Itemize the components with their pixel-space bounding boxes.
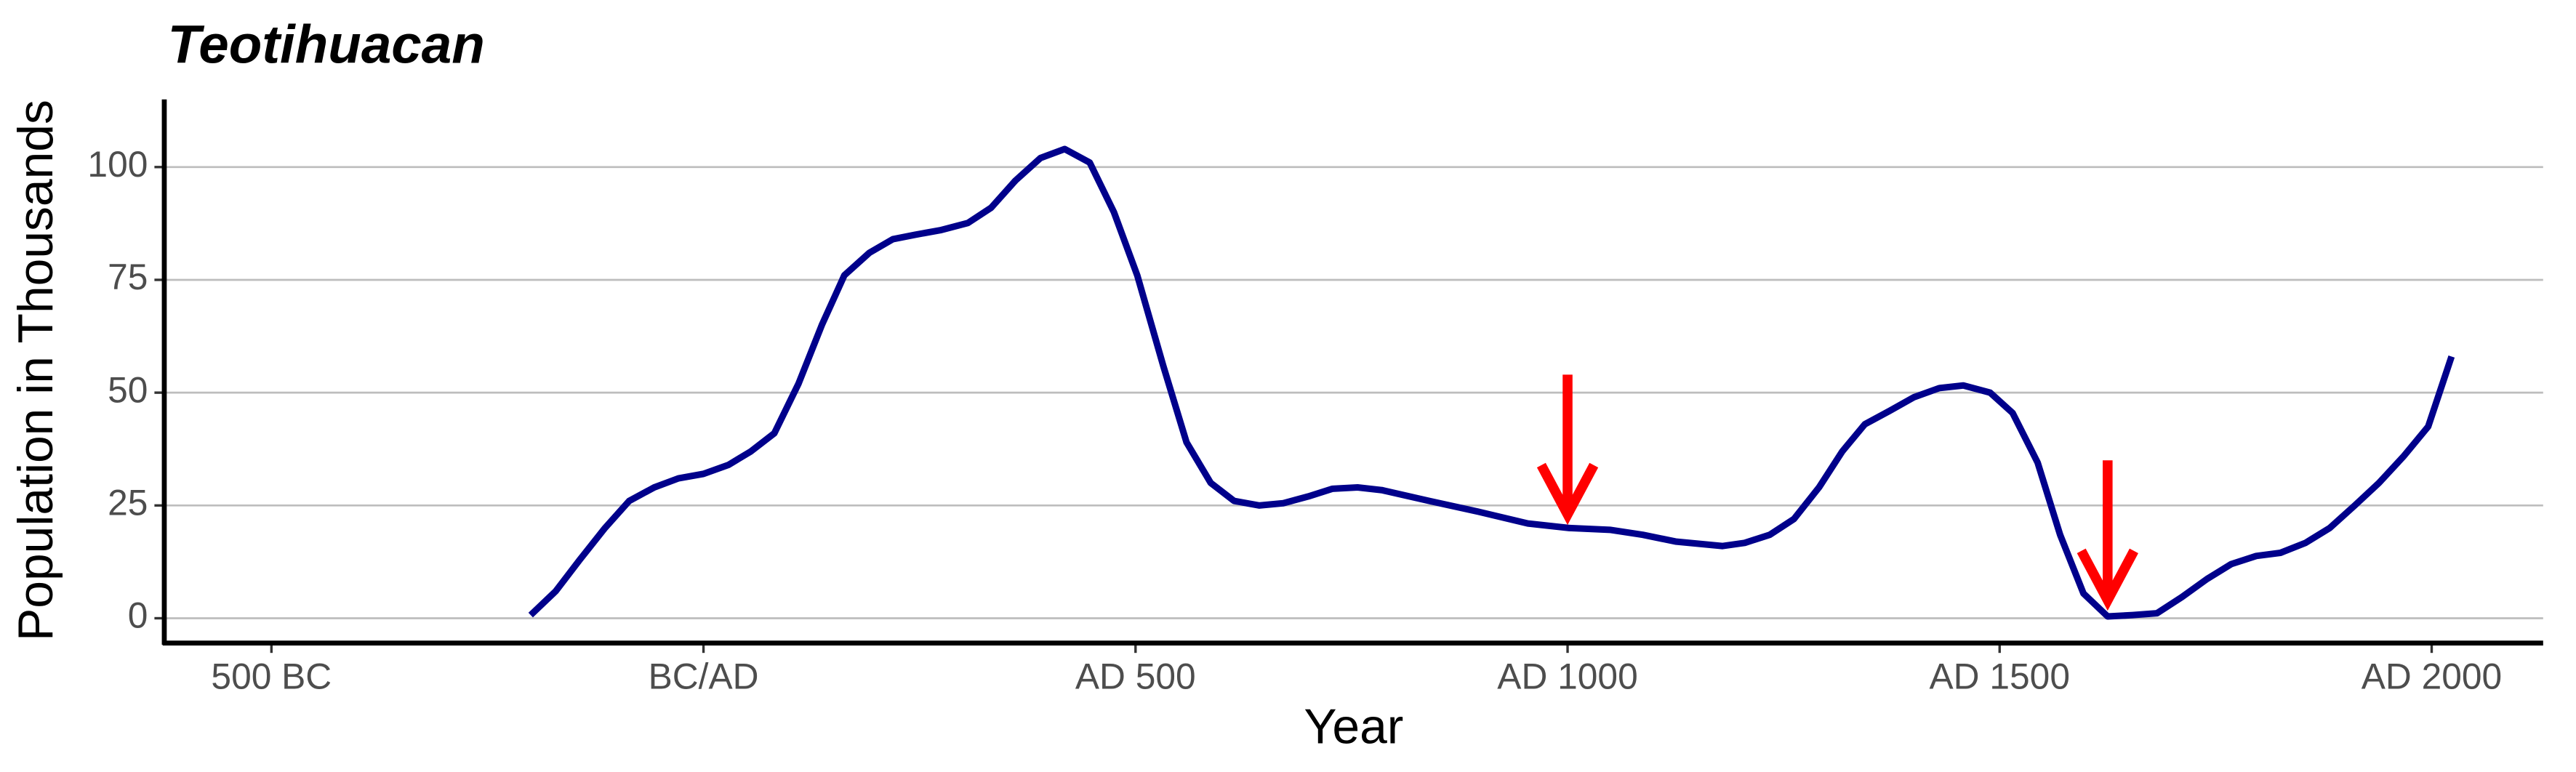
y-tick-label: 50 xyxy=(108,369,148,410)
y-tick-label: 0 xyxy=(128,595,148,636)
x-tick-label: AD 1000 xyxy=(1497,656,1637,696)
y-tick-label: 100 xyxy=(87,144,148,185)
x-tick-label: BC/AD xyxy=(649,656,759,696)
x-axis-title: Year xyxy=(1304,699,1403,754)
x-tick-label: 500 BC xyxy=(211,656,332,696)
x-tick-label: AD 1500 xyxy=(1930,656,2070,696)
arrow xyxy=(2077,460,2138,611)
data-line xyxy=(528,145,2455,620)
plot-area: 0 25 50 75 100 500 BC BC/AD AD 500 AD 1000 AD 150… xyxy=(87,99,2543,696)
x-tick-label: AD 500 xyxy=(1075,656,1196,696)
y-axis-title: Population in Thousands xyxy=(9,100,63,641)
y-tick-label: 75 xyxy=(108,257,148,297)
x-tick-label: AD 2000 xyxy=(2362,656,2502,696)
chart-title: Teotihuacan xyxy=(167,14,484,74)
y-tick-label: 25 xyxy=(108,482,148,523)
arrow xyxy=(1536,374,1599,526)
